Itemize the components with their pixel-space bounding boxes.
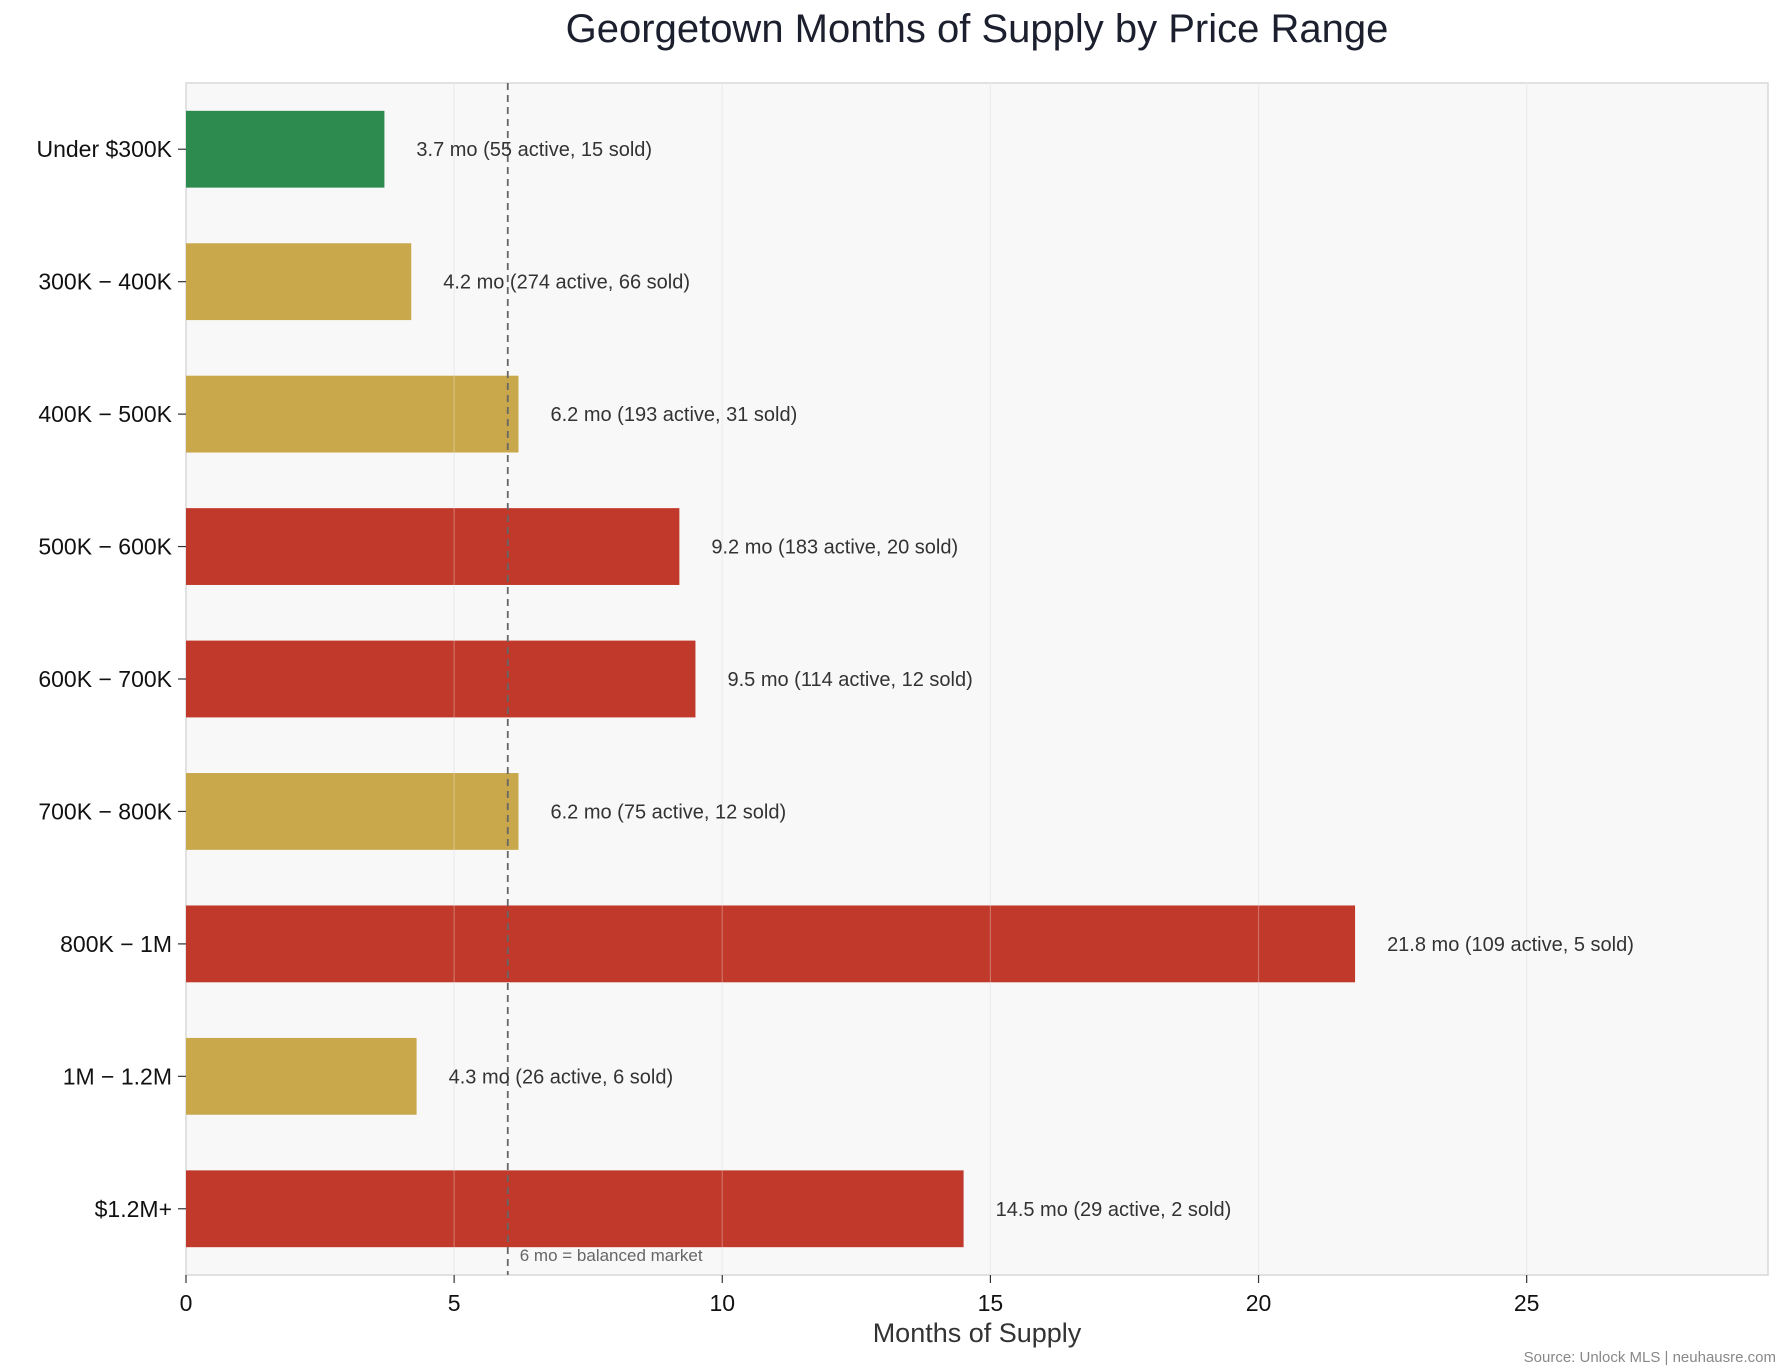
bar-value-label: 6.2 mo (193 active, 31 sold)	[550, 404, 797, 426]
y-tick-label: 800K − 1M	[60, 931, 172, 957]
source-note: Source: Unlock MLS | neuhausre.com	[1524, 1349, 1776, 1366]
bar-overlay-grid-lines	[453, 83, 1528, 1275]
y-tick-label: 700K − 800K	[38, 798, 172, 824]
bar-value-label: 9.5 mo (114 active, 12 sold)	[727, 669, 972, 691]
bar-value-label: 21.8 mo (109 active, 5 sold)	[1387, 934, 1634, 956]
y-tick-label: 300K − 400K	[38, 269, 172, 295]
chart-title: Georgetown Months of Supply by Price Ran…	[566, 7, 1389, 51]
bar-value-label: 3.7 mo (55 active, 15 sold)	[416, 139, 652, 161]
y-axis-ticks: Under $300K 300K − 400K 400K − 500K 500K − …	[36, 136, 186, 1222]
x-axis-title: Months of Supply	[873, 1318, 1082, 1348]
x-tick-label: 20	[1246, 1290, 1272, 1316]
y-tick-label: 1M − 1.2M	[63, 1063, 172, 1089]
bar-value-label: 14.5 mo (29 active, 2 sold)	[996, 1199, 1232, 1221]
x-tick-label: 25	[1514, 1290, 1540, 1316]
bar	[186, 640, 696, 718]
bar	[186, 375, 519, 453]
x-tick-label: 0	[180, 1290, 193, 1316]
reference-line-group: 6 mo = balanced market	[506, 83, 703, 1275]
bar	[186, 1170, 964, 1248]
bar-value-label: 4.2 mo (274 active, 66 sold)	[443, 272, 690, 294]
bars	[186, 110, 1356, 1248]
reference-line-label: 6 mo = balanced market	[520, 1246, 703, 1265]
x-tick-label: 5	[448, 1290, 461, 1316]
bar-value-label: 4.3 mo (26 active, 6 sold)	[449, 1066, 674, 1088]
x-axis-ticks: 0 5 10 15 20 25	[180, 1275, 1540, 1316]
grid-lines	[453, 83, 1528, 1275]
x-tick-label: 10	[709, 1290, 735, 1316]
y-tick-label: 600K − 700K	[38, 666, 172, 692]
bar	[186, 110, 385, 188]
y-tick-label: $1.2M+	[95, 1196, 172, 1222]
x-tick-label: 15	[978, 1290, 1004, 1316]
bar	[186, 508, 680, 585]
bar	[186, 243, 412, 321]
y-tick-label: 500K − 600K	[38, 534, 172, 560]
bar-value-label: 6.2 mo (75 active, 12 sold)	[550, 801, 786, 823]
y-tick-label: 400K − 500K	[38, 401, 172, 427]
bar	[186, 773, 519, 850]
bar	[186, 1037, 417, 1115]
bar-value-label: 9.2 mo (183 active, 20 sold)	[711, 537, 958, 559]
data-labels: 3.7 mo (55 active, 15 sold) 4.2 mo (274 a…	[416, 139, 1633, 1221]
y-tick-label: Under $300K	[36, 136, 172, 162]
bar	[186, 905, 1356, 983]
